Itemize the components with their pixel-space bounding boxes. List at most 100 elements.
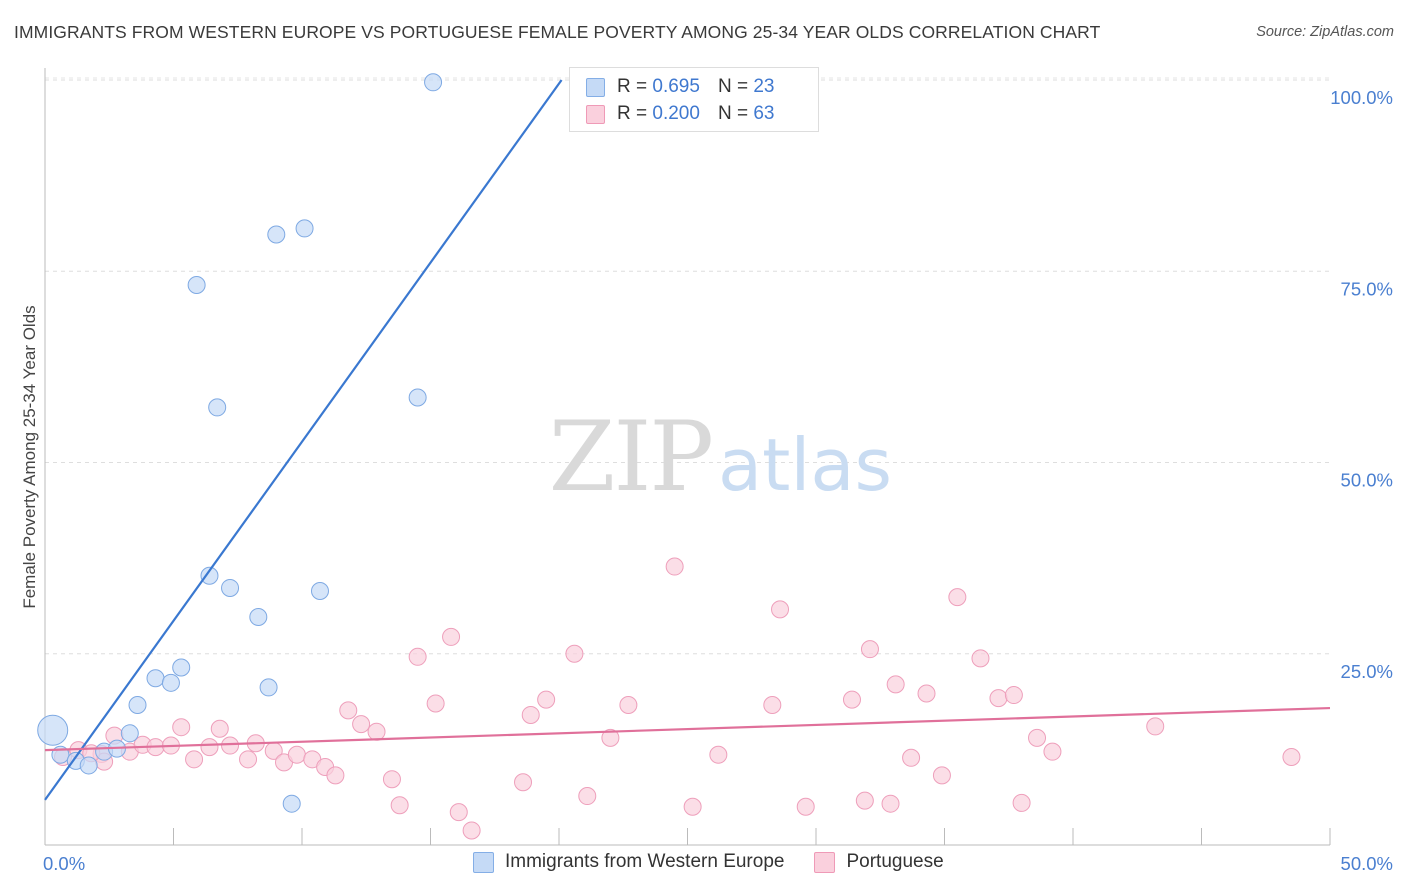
legend-swatch-blue — [473, 851, 494, 873]
portuguese-point — [390, 796, 409, 815]
portuguese-point — [326, 766, 345, 785]
x-tick-label-min: 0.0% — [43, 853, 85, 874]
portuguese-point — [185, 750, 204, 769]
western-europe-point — [208, 398, 227, 417]
legend-r-value: 0.200 — [652, 103, 700, 124]
watermark: ZIP atlas — [549, 401, 892, 513]
portuguese-point — [442, 627, 461, 646]
western-europe-point — [37, 714, 69, 746]
portuguese-point — [287, 745, 306, 764]
portuguese-point — [601, 728, 620, 747]
portuguese-point — [449, 803, 468, 822]
axes — [44, 68, 1331, 846]
western-europe-points — [37, 73, 443, 813]
western-europe-point — [120, 724, 139, 743]
legend-swatch-pink — [586, 104, 605, 124]
legend-n-value: 63 — [753, 103, 775, 124]
western-europe-point — [295, 219, 314, 238]
portuguese-point — [221, 736, 240, 755]
portuguese-point — [860, 640, 879, 659]
portuguese-point — [352, 715, 371, 734]
portuguese-points — [53, 557, 1301, 840]
portuguese-point — [537, 690, 556, 709]
portuguese-point — [462, 821, 481, 840]
portuguese-point — [1146, 717, 1165, 736]
western-europe-point — [249, 608, 268, 627]
western-europe-point — [221, 578, 240, 597]
legend-row-portuguese: R = 0.200 N = 63 — [586, 101, 774, 127]
portuguese-point — [1028, 728, 1047, 747]
correlation-legend: R = 0.695 N = 23 R = 0.200 N = 63 — [569, 67, 819, 132]
western-europe-point — [424, 73, 443, 92]
legend-label-western-europe: Immigrants from Western Europe — [505, 851, 785, 872]
portuguese-point — [855, 791, 874, 810]
western-europe-point — [310, 582, 329, 601]
portuguese-point — [763, 696, 782, 715]
portuguese-point — [1004, 686, 1023, 705]
gridlines — [45, 77, 1330, 655]
y-tick-label: 25.0% — [1341, 661, 1393, 682]
western-europe-point — [408, 388, 427, 407]
western-europe-point — [172, 658, 191, 677]
portuguese-point — [932, 766, 951, 785]
y-tick-label: 50.0% — [1341, 470, 1393, 491]
portuguese-point — [200, 738, 219, 757]
portuguese-point — [426, 694, 445, 713]
western-europe-point — [282, 794, 301, 813]
y-axis-title: Female Poverty Among 25-34 Year Olds — [20, 305, 39, 608]
portuguese-point — [408, 647, 427, 666]
western-europe-trendline — [44, 79, 563, 801]
portuguese-point — [709, 745, 728, 764]
western-europe-point — [200, 566, 219, 585]
western-europe-point — [79, 756, 98, 775]
watermark-atlas: atlas — [718, 423, 892, 507]
legend-r-value: 0.695 — [652, 76, 700, 97]
portuguese-point — [210, 719, 229, 738]
legend-swatch-blue — [586, 77, 605, 97]
western-europe-point — [146, 669, 165, 688]
portuguese-point — [917, 684, 936, 703]
legend-swatch-pink — [814, 851, 836, 873]
portuguese-point — [382, 770, 401, 789]
portuguese-point — [842, 690, 861, 709]
western-europe-point — [187, 276, 206, 295]
portuguese-point — [683, 797, 702, 816]
portuguese-point — [1012, 793, 1031, 812]
portuguese-point — [514, 773, 533, 792]
legend-label-portuguese: Portuguese — [846, 851, 944, 872]
watermark-zip: ZIP — [549, 401, 712, 513]
portuguese-point — [989, 689, 1008, 708]
portuguese-point — [339, 701, 358, 720]
legend-item-portuguese[interactable]: Portuguese — [814, 851, 944, 873]
series-legend: Immigrants from Western Europe Portugues… — [473, 851, 974, 873]
portuguese-point — [578, 787, 597, 806]
axis-labels: 100.0% 75.0% 50.0% 25.0% 0.0% 50.0% Female Pov… — [20, 87, 1393, 874]
western-europe-point — [128, 696, 147, 715]
legend-r-label: R = — [617, 103, 648, 124]
portuguese-point — [971, 649, 990, 668]
portuguese-point — [948, 588, 967, 607]
western-europe-point — [259, 678, 278, 697]
portuguese-point — [565, 644, 584, 663]
y-tick-label: 75.0% — [1341, 278, 1393, 299]
portuguese-point — [367, 722, 386, 741]
x-tick-label-max: 50.0% — [1341, 853, 1393, 874]
portuguese-point — [1282, 748, 1301, 767]
portuguese-point — [771, 600, 790, 619]
legend-item-western-europe[interactable]: Immigrants from Western Europe — [473, 851, 784, 873]
portuguese-point — [902, 748, 921, 767]
portuguese-point — [886, 675, 905, 694]
western-europe-point — [161, 673, 180, 692]
portuguese-point — [619, 696, 638, 715]
portuguese-point — [881, 794, 900, 813]
legend-n-label: N = — [717, 103, 749, 124]
portuguese-point — [172, 718, 191, 737]
legend-n-label: N = — [717, 76, 749, 97]
portuguese-point — [239, 750, 258, 769]
portuguese-point — [1043, 742, 1062, 761]
legend-row-western-europe: R = 0.695 N = 23 — [586, 74, 774, 100]
legend-n-value: 23 — [753, 76, 775, 97]
legend-r-label: R = — [617, 76, 648, 97]
source-credit: Source: ZipAtlas.com — [1256, 24, 1394, 40]
